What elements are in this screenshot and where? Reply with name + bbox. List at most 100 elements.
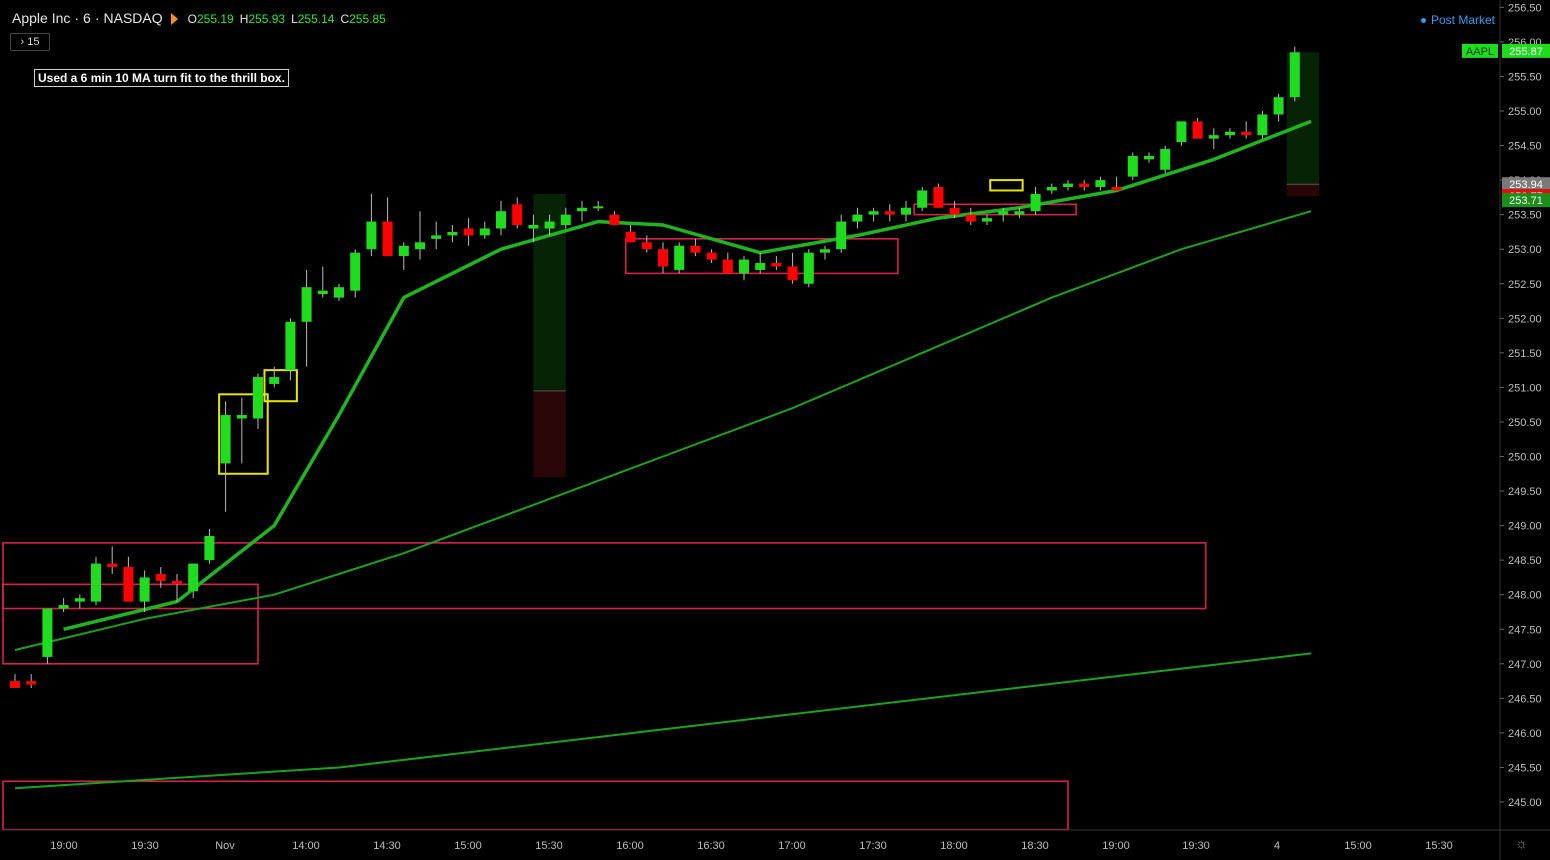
candle-body [10,681,20,688]
candle-body [479,228,490,236]
price-tick-label: 255.50 [1508,71,1542,83]
time-tick-label: Nov [215,840,235,852]
candle-body [431,235,442,239]
candle-body [334,287,344,298]
candle-body [658,249,668,267]
chart-annotation[interactable]: Used a 6 min 10 MA turn fit to the thril… [34,69,289,87]
price-tick-label: 247.50 [1508,624,1542,636]
time-tick-label: 15:00 [1344,840,1372,852]
candle-body [317,290,328,295]
candle-body [868,211,879,215]
candle-body [917,190,928,208]
candle-body [204,535,215,561]
candle-body [739,259,749,274]
interval-button[interactable]: › 15 [10,33,50,51]
candle-body [382,221,393,257]
candle-body [609,214,620,226]
candle-body [641,242,652,250]
ohlc-value-l: 255.14 [297,12,335,26]
time-tick-label: 18:00 [940,840,968,852]
candle-body [74,598,85,602]
candle-body [512,204,523,226]
ohlc-key-c: C [340,12,350,26]
flag-icon [170,13,178,26]
candle-body [593,206,604,209]
candle-body [625,231,636,243]
candle-body [350,252,361,291]
candle-body [139,577,150,602]
price-tick-label: 252.00 [1508,313,1542,325]
price-tick-label: 254.50 [1508,141,1542,153]
time-axis[interactable]: 19:00 19:30 Nov 14:00 14:30 15:00 15:30 16:00 16… [0,829,1550,852]
candle-body [58,605,69,609]
price-axis[interactable]: 245.00 245.50 246.00 246.50 247.00 247.50 248.… [1499,0,1542,860]
candle-body [26,681,37,685]
moving-averages [14,119,1312,790]
ma-mid-line [14,210,1312,651]
post-market-indicator[interactable]: Post Market [1421,13,1495,27]
candle-body [528,225,539,229]
interval-label[interactable]: 6 [83,10,91,26]
price-tick-label: 256.50 [1508,2,1542,14]
candle-body [236,415,247,419]
candle-body [787,266,798,281]
candle-body [998,211,1009,215]
candle-body [1014,211,1025,215]
candle-body [496,211,506,229]
time-tick-label: 19:00 [50,840,78,852]
candle-body [123,567,134,602]
candle-body [253,377,263,419]
price-tick-label: 246.00 [1508,728,1542,740]
candle-body [706,252,717,260]
candle-body [1225,131,1235,136]
ohlc-value-c: 255.85 [349,12,386,26]
gear-icon[interactable]: ☼ [1515,835,1528,851]
candle-body [901,207,911,215]
candle-body [560,214,571,226]
price-tick-label: 253.00 [1508,244,1542,256]
yellow-highlight-box [218,393,269,475]
candle-body [933,187,944,208]
candle-body [1289,52,1300,98]
price-tick-label: 253.50 [1508,210,1542,222]
candle-body [771,263,782,267]
price-label-tag [1462,43,1498,58]
price-label-tag [1502,43,1550,58]
candle-body [301,287,312,322]
candle-body [366,221,377,250]
ma-slow-line [14,652,1312,790]
price-label-text: 253.94 [1509,179,1543,191]
time-tick-label: 19:30 [1182,840,1210,852]
candle-body [269,377,280,384]
candle-body [982,218,992,222]
candles [10,46,1300,688]
red-zone-box [2,542,1207,610]
candle-body [1079,183,1090,188]
candle-body [820,249,830,253]
annotation-boxes [2,52,1320,831]
symbol-name[interactable]: Apple Inc [12,10,71,26]
price-label-tag [1502,193,1550,208]
price-tick-label: 245.50 [1508,762,1542,774]
candle-body [1111,187,1122,191]
candle-body [690,245,701,253]
price-tick-label: 249.50 [1508,486,1542,498]
time-tick-label: 16:00 [616,840,644,852]
candle-body [884,211,895,215]
time-tick-label: 16:30 [697,840,725,852]
candle-body [1273,97,1284,115]
price-tick-label: 251.00 [1508,382,1542,394]
candle-body [1192,121,1203,139]
candle-body [1160,149,1171,170]
candle-body [1063,183,1073,188]
chart-header: Apple Inc · 6 · NASDAQ O255.19 H255.93 L255.14 C… [12,10,392,26]
candle-body [577,207,587,212]
time-tick-label: 19:00 [1102,840,1130,852]
dot-icon [1421,18,1426,24]
candle-body [463,228,474,236]
yellow-highlight-box [989,179,1024,192]
candle-body [674,245,685,270]
price-label-text: 255.87 [1509,46,1543,58]
